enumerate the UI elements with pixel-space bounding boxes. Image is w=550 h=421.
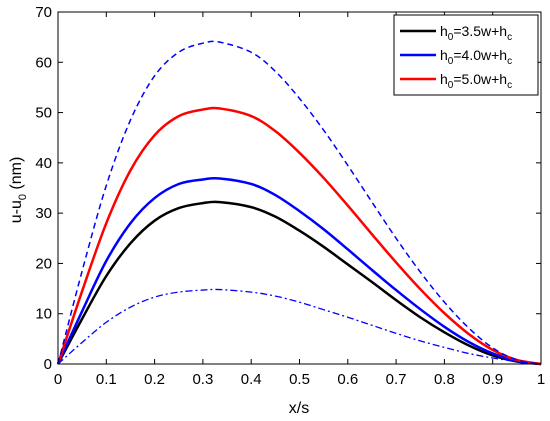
legend-label-h50: h0=5.0w+hc xyxy=(440,71,512,91)
legend-label-h40: h0=4.0w+hc xyxy=(440,47,512,67)
series-h40-line xyxy=(56,176,542,366)
series-dashdot-line xyxy=(57,288,542,365)
plot-frame xyxy=(57,11,542,365)
x-tick-label: 0.7 xyxy=(386,371,407,388)
x-tick-label: 0 xyxy=(54,371,62,388)
x-tick-label: 0.8 xyxy=(434,371,455,388)
y-tick-label: 40 xyxy=(35,155,52,172)
y-axis-title: u-u0 (nm) xyxy=(8,157,29,224)
y-tick-label: 0 xyxy=(44,356,52,373)
x-tick-label: 0.1 xyxy=(96,371,117,388)
x-tick-label: 0.9 xyxy=(482,371,503,388)
x-tick-label: 0.6 xyxy=(337,371,358,388)
y-tick-label: 60 xyxy=(35,54,52,71)
y-axis-title-sub: 0 xyxy=(17,194,29,200)
y-tick-label: 10 xyxy=(35,306,52,323)
legend-label-h35: h0=3.5w+hc xyxy=(440,23,512,43)
y-axis-title-base: u-u xyxy=(8,200,25,223)
x-tick-label: 0.3 xyxy=(192,371,213,388)
series-dashed-line xyxy=(57,40,542,365)
x-axis-title: x/s xyxy=(289,400,309,417)
y-axis-title-unit: (nm) xyxy=(8,157,25,194)
legend: h0=3.5w+hc h0=4.0w+hc h0=5.0w+hc xyxy=(393,14,539,96)
x-tick-label: 1 xyxy=(537,371,545,388)
x-tick-label: 0.4 xyxy=(241,371,262,388)
y-tick-label: 30 xyxy=(35,205,52,222)
x-tick-label: 0.2 xyxy=(144,371,165,388)
series-group xyxy=(56,40,542,366)
y-tick-label: 50 xyxy=(35,105,52,122)
series-h50-line xyxy=(56,106,542,366)
y-tick-label: 70 xyxy=(35,4,52,21)
tick-labels-group: 0 0.1 0.2 0.3 0.4 0.5 0.6 0.7 0.8 0.9 101020304050… xyxy=(35,4,545,388)
x-tick-label: 0.5 xyxy=(289,371,310,388)
series-h35-line xyxy=(56,200,542,366)
y-tick-label: 20 xyxy=(35,255,52,272)
